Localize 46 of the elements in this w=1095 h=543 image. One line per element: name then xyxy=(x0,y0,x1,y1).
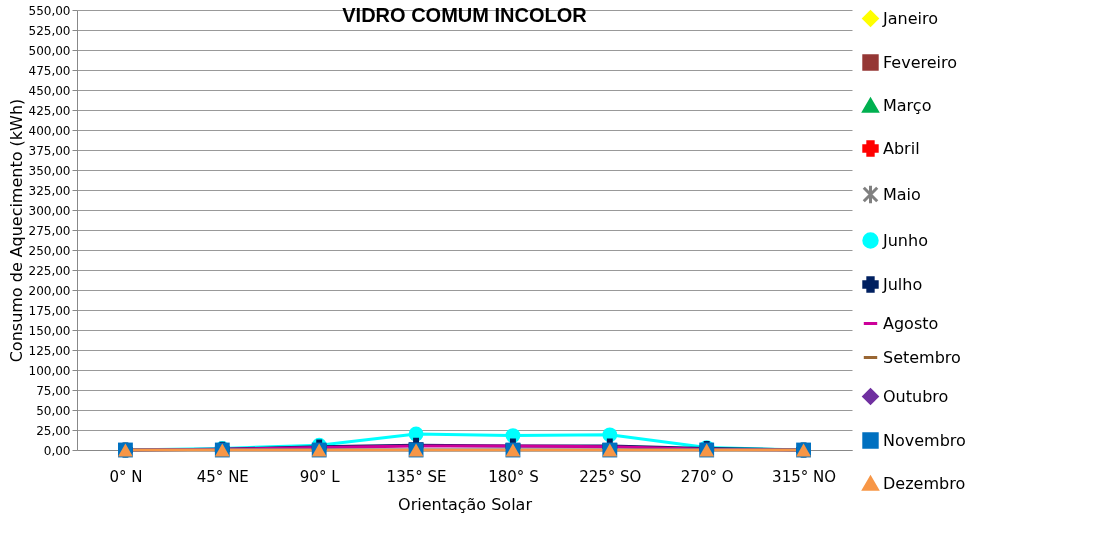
x-tick-label: 270° O xyxy=(680,467,734,486)
y-tick-label: 450,00 xyxy=(28,83,71,98)
legend-label: Janeiro xyxy=(882,8,938,28)
y-tick-label: 425,00 xyxy=(28,103,71,118)
y-tick-label: 300,00 xyxy=(28,203,71,218)
y-tick-label: 25,00 xyxy=(36,423,71,438)
y-tick-label: 250,00 xyxy=(28,243,71,258)
x-tick-label: 90° L xyxy=(299,467,341,486)
x-tick-label: 180° S xyxy=(488,467,539,486)
legend-label: Fevereiro xyxy=(883,52,958,72)
x-axis-title: Orientação Solar xyxy=(398,494,533,514)
y-tick-label: 375,00 xyxy=(28,143,71,158)
legend-label: Dezembro xyxy=(883,473,966,493)
legend-label: Abril xyxy=(883,138,920,158)
legend-label: Junho xyxy=(882,230,928,250)
y-axis-title: Consumo de Aquecimento (kWh) xyxy=(6,98,26,363)
legend-label: Novembro xyxy=(883,430,966,450)
y-tick-label: 0,00 xyxy=(43,443,71,458)
x-tick-label: 315° NO xyxy=(772,467,837,486)
y-tick-label: 125,00 xyxy=(28,343,71,358)
x-tick-label: 0° N xyxy=(109,467,143,486)
y-tick-label: 225,00 xyxy=(28,263,71,278)
y-tick-label: 325,00 xyxy=(28,183,71,198)
legend-label: Setembro xyxy=(883,347,961,367)
legend-label: Agosto xyxy=(883,313,939,333)
y-tick-label: 175,00 xyxy=(28,303,71,318)
y-tick-label: 75,00 xyxy=(36,383,71,398)
y-tick-label: 500,00 xyxy=(28,43,71,58)
x-tick-label: 225° SO xyxy=(579,467,642,486)
x-tick-label: 135° SE xyxy=(386,467,447,486)
legend-label: Julho xyxy=(882,274,923,294)
y-tick-label: 350,00 xyxy=(28,163,71,178)
y-tick-label: 550,00 xyxy=(28,3,71,18)
y-tick-label: 525,00 xyxy=(28,23,71,38)
chart-title: VIDRO COMUM INCOLOR xyxy=(342,4,588,26)
legend-label: Maio xyxy=(883,184,921,204)
x-tick-label: 45° NE xyxy=(196,467,249,486)
legend-label: Outubro xyxy=(883,386,949,406)
y-tick-label: 150,00 xyxy=(28,323,71,338)
y-tick-label: 50,00 xyxy=(36,403,71,418)
legend-label: Março xyxy=(883,95,932,115)
y-tick-label: 100,00 xyxy=(28,363,71,378)
y-tick-label: 400,00 xyxy=(28,123,71,138)
y-tick-label: 200,00 xyxy=(28,283,71,298)
y-tick-label: 475,00 xyxy=(28,63,71,78)
y-tick-label: 275,00 xyxy=(28,223,71,238)
